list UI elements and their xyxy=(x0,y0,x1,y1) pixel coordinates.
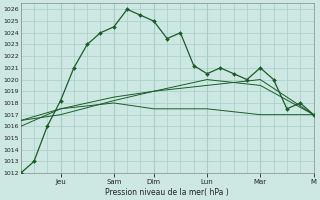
X-axis label: Pression niveau de la mer( hPa ): Pression niveau de la mer( hPa ) xyxy=(105,188,229,197)
